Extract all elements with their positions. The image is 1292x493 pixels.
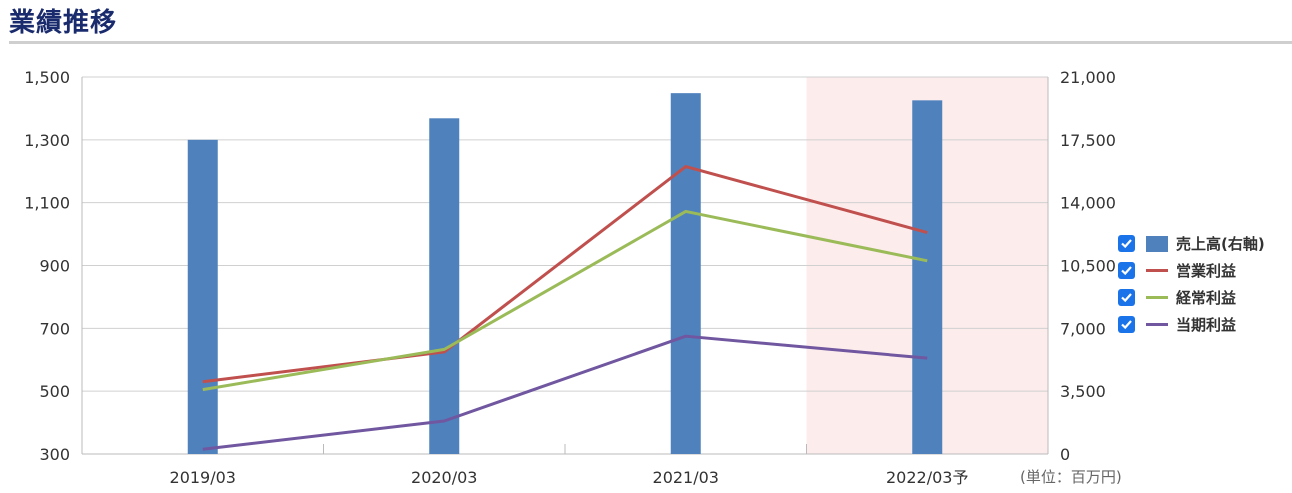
right-tick-label: 10,500 [1060,257,1116,276]
checkbox-checked-icon[interactable] [1118,316,1135,333]
sales-bar [670,93,701,455]
left-tick-label: 1,100 [24,194,70,213]
right-tick-label: 3,500 [1060,382,1106,401]
left-tick-label: 900 [39,257,70,276]
unit-label: (単位：百万円) [1020,468,1122,486]
x-tick-label: 2021/03 [653,468,719,487]
sales-bar [912,100,943,454]
x-tick-label: 2020/03 [411,468,477,487]
checkbox-checked-icon[interactable] [1118,262,1135,279]
legend-item-ordinary-profit[interactable]: 経常利益 [1118,284,1290,311]
left-tick-label: 1,500 [24,68,70,87]
right-tick-label: 7,000 [1060,319,1106,338]
series-line [202,334,928,451]
legend-label: 経常利益 [1176,289,1237,307]
legend-swatch [1146,296,1168,299]
legend-label: 売上高(右軸) [1176,235,1265,253]
right-tick-label: 21,000 [1060,68,1116,87]
legend-label: 営業利益 [1176,262,1237,280]
sales-bar [429,118,460,455]
series-line [202,209,928,392]
legend-item-net-profit[interactable]: 当期利益 [1118,311,1290,338]
sales-bar [187,139,218,455]
legend-item-sales[interactable]: 売上高(右軸) [1118,230,1290,257]
x-tick-label: 2022/03予 [886,468,968,487]
x-tick-label: 2019/03 [170,468,236,487]
legend-swatch [1146,269,1168,272]
section-header: 業績推移 [0,0,1292,46]
right-tick-label: 17,500 [1060,131,1116,150]
checkbox-checked-icon[interactable] [1118,235,1135,252]
series-line [202,165,928,384]
right-tick-label: 14,000 [1060,194,1116,213]
legend-item-operating-profit[interactable]: 営業利益 [1118,257,1290,284]
legend-swatch [1146,323,1168,326]
legend-label: 当期利益 [1176,316,1237,334]
chart-legend: 売上高(右軸) 営業利益 経常利益 当期利益 [1118,230,1290,338]
left-tick-label: 1,300 [24,131,70,150]
checkbox-checked-icon[interactable] [1118,289,1135,306]
title-underline [9,41,1292,44]
right-tick-label: 0 [1060,445,1070,464]
left-tick-label: 700 [39,319,70,338]
section-title: 業績推移 [9,8,118,38]
left-tick-label: 500 [39,382,70,401]
left-tick-label: 300 [39,445,70,464]
legend-swatch [1146,235,1168,252]
